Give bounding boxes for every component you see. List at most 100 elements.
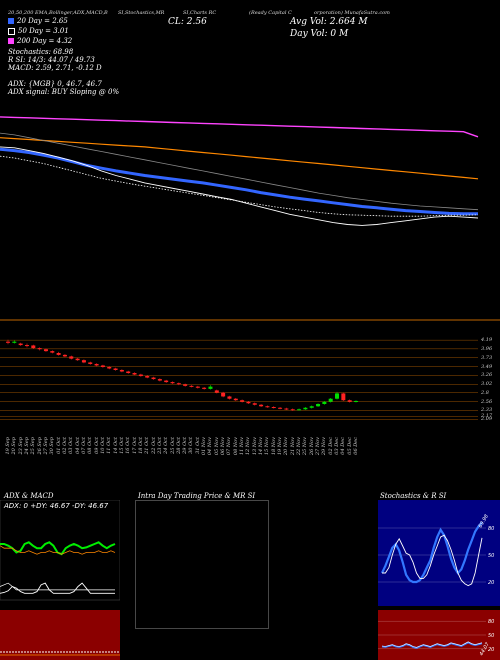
date-tick: 08 Nov — [232, 437, 239, 456]
candle-body — [252, 403, 257, 405]
intraday-panel — [135, 500, 269, 629]
candle-body — [335, 393, 340, 399]
candle-body — [290, 409, 295, 411]
rsi-line — [381, 641, 483, 649]
date-tick: 26 Nov — [308, 437, 315, 456]
lower-band-line — [0, 155, 479, 217]
candlesticks — [6, 339, 358, 411]
rsi-signal-line — [381, 641, 483, 648]
candle-body — [145, 376, 150, 378]
adx-lower-line — [0, 582, 115, 594]
candle-body — [227, 396, 232, 399]
date-tick: 20 Sep — [11, 437, 18, 455]
ema20-swatch — [8, 18, 14, 24]
candle-body — [233, 398, 238, 401]
stoch-k-line — [382, 534, 483, 587]
adx-box — [0, 500, 120, 601]
date-tick: 24 Oct — [163, 437, 170, 454]
candle-body — [246, 401, 251, 404]
date-tick: 25 Sep — [30, 437, 37, 455]
rsi-text: R SI: 14/3: 44.07 / 49.73 — [8, 56, 95, 64]
candle-body — [88, 362, 93, 364]
ema200-line — [0, 116, 479, 138]
candle-body — [94, 363, 99, 366]
upper-band-line — [0, 137, 479, 180]
candle-body — [24, 345, 29, 347]
candle-body — [6, 341, 10, 343]
date-tick: 14 Oct — [112, 437, 119, 454]
candle-body — [62, 354, 67, 357]
date-tick: 25 Nov — [302, 437, 309, 456]
price-tick: 3.96 — [481, 345, 493, 352]
candle-body — [18, 343, 23, 346]
stoch-box — [378, 500, 500, 606]
date-tick: 30 Oct — [188, 437, 195, 454]
candle-body — [341, 393, 346, 401]
date-tick: 04 Oct — [74, 437, 81, 454]
rsi-tick: 50 — [488, 633, 494, 639]
candle-body — [100, 365, 105, 367]
header-text: 20,50,200 EMA,Bollinger,ADX,MACD,B — [8, 10, 108, 16]
date-tick: 17 Oct — [131, 437, 138, 454]
date-tick: 21 Oct — [144, 437, 151, 454]
price-tick: 2.33 — [481, 407, 493, 414]
ema50-swatch — [8, 27, 15, 35]
candle-body — [208, 386, 213, 389]
candle-body — [202, 387, 207, 389]
candle-body — [354, 400, 358, 402]
candle-body — [31, 345, 36, 349]
candle-body — [189, 385, 194, 387]
price-grid — [0, 339, 478, 420]
candle-body — [297, 409, 302, 411]
ema20-legend: 20 Day = 2.65 — [8, 17, 68, 25]
date-tick: 22 Oct — [150, 437, 157, 454]
candle-body — [316, 404, 321, 407]
candle-body — [119, 370, 124, 372]
adx-lower-line-2 — [0, 582, 115, 591]
date-tick: 02 Dec — [327, 437, 334, 455]
date-tick: 12 Nov — [245, 437, 252, 456]
date-tick: 16 Oct — [125, 437, 132, 454]
date-tick: 13 Nov — [251, 437, 258, 456]
date-tick: 09 Oct — [93, 437, 100, 454]
candle-body — [328, 398, 333, 402]
stochastics-title: Stochastics & R SI — [380, 492, 447, 500]
date-tick: 26 Sep — [36, 437, 43, 455]
candle-body — [37, 348, 42, 350]
price-tick: 3.26 — [481, 372, 493, 379]
date-tick: 05 Dec — [346, 437, 353, 455]
candle-body — [278, 407, 283, 409]
candle-body — [138, 374, 143, 377]
rsi-lines — [381, 641, 483, 649]
date-tick: 25 Oct — [169, 437, 176, 454]
candle-body — [259, 404, 264, 407]
price-tick: 2.09 — [481, 416, 493, 423]
candle-body — [309, 406, 314, 408]
header-text: (Ready Capital C — [249, 10, 292, 16]
price-tick: 4.19 — [481, 337, 493, 344]
stoch-tick: 20 — [488, 580, 494, 586]
adx-macd-title: ADX & MACD — [4, 492, 54, 500]
candle-body — [113, 368, 118, 370]
date-tick: 08 Oct — [87, 437, 94, 454]
date-tick: 18 Nov — [270, 437, 277, 456]
candle-body — [240, 400, 245, 402]
ema200-legend: 200 Day = 4.32 — [8, 37, 72, 45]
header-text: SI,Charts RC — [183, 10, 217, 16]
adx-label: ADX: 0 +DY: 46.67 -DY: 46.67 — [3, 502, 109, 510]
candle-body — [157, 379, 162, 381]
ema50-line — [0, 132, 479, 211]
date-tick: 04 Nov — [207, 437, 214, 456]
avg-volume: Avg Vol: 2.664 M — [290, 17, 368, 27]
candle-body — [284, 408, 289, 410]
candle-body — [221, 392, 226, 397]
date-tick: 20 Nov — [283, 437, 290, 456]
date-tick: 11 Oct — [106, 437, 113, 454]
ema200-swatch — [8, 38, 14, 44]
date-tick: 03 Oct — [68, 437, 75, 454]
date-tick: 30 Sep — [49, 437, 56, 455]
ema200-text: 200 Day = 4.32 — [17, 37, 73, 45]
candle-body — [126, 371, 131, 374]
candle-body — [81, 360, 86, 363]
